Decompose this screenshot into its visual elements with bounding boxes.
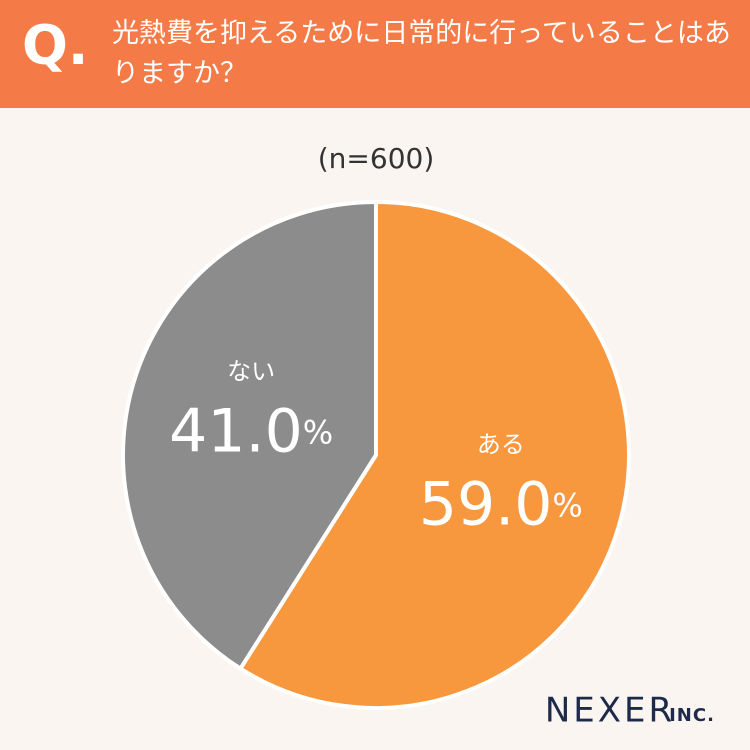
slice-value-label: 59.0% (419, 469, 583, 539)
chart-title: 光熱費を抑えるために日常的に行っていることはありますか？ (112, 18, 731, 89)
header: Q. 光熱費を抑えるために日常的に行っていることはありますか？ (0, 0, 750, 108)
logo-suffix: INC. (669, 705, 715, 726)
pie-slice (238, 200, 631, 710)
pie-slice (121, 200, 378, 671)
question-prefix: Q. (22, 14, 89, 77)
chart-subtitle: (n=600) (318, 142, 435, 175)
slice-category-label: ない (227, 358, 275, 386)
slice-value-label: 41.0% (169, 396, 333, 466)
slice-category-label: ある (477, 430, 525, 458)
logo: NEXER (545, 691, 675, 731)
